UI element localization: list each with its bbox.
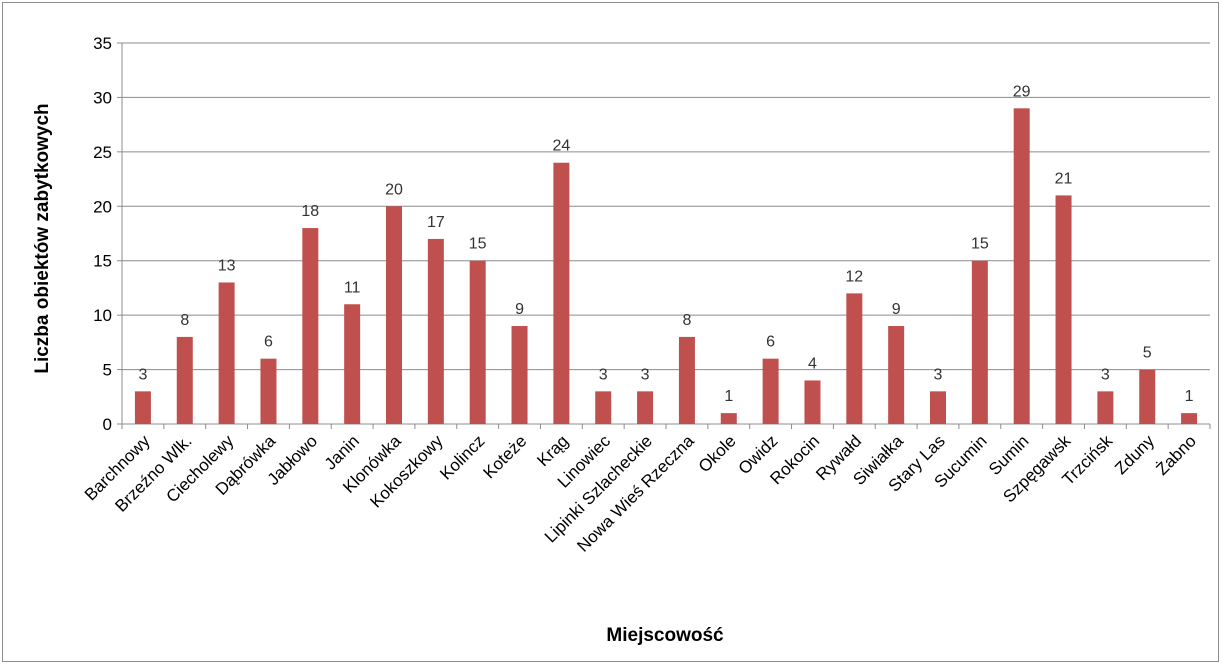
- data-label: 20: [385, 181, 403, 198]
- bar: [1181, 413, 1198, 424]
- data-label: 29: [1013, 83, 1031, 100]
- data-label: 24: [552, 138, 570, 155]
- bar: [260, 358, 277, 424]
- bar: [1139, 369, 1156, 424]
- y-tick-label: 0: [103, 415, 112, 434]
- x-axis-title: Miejscowość: [606, 625, 724, 646]
- bar: [595, 391, 612, 424]
- data-label: 8: [180, 312, 189, 329]
- y-tick-labels: 0 5 10 15 20 25 30 35: [93, 34, 112, 434]
- data-label: 18: [301, 203, 319, 220]
- data-label: 15: [469, 236, 487, 253]
- y-tick-label: 30: [93, 88, 112, 107]
- data-label: 17: [427, 214, 445, 231]
- data-label: 6: [264, 334, 273, 351]
- data-label: 21: [1055, 170, 1073, 187]
- axes: [117, 42, 1211, 429]
- bar: [553, 162, 570, 424]
- data-label: 3: [641, 366, 650, 383]
- x-tick-label: Kolincz: [436, 431, 488, 483]
- x-tick-label: Okole: [695, 431, 740, 476]
- y-tick-label: 25: [93, 143, 112, 162]
- bar: [971, 260, 988, 424]
- data-label: 15: [971, 236, 989, 253]
- data-label: 12: [845, 268, 863, 285]
- bar: [427, 238, 444, 424]
- data-label: 9: [892, 301, 901, 318]
- data-label: 11: [344, 279, 361, 296]
- y-tick-label: 35: [93, 34, 112, 53]
- bar: [469, 260, 486, 424]
- bar: [1097, 391, 1114, 424]
- data-label: 3: [138, 366, 147, 383]
- y-tick-label: 20: [93, 197, 112, 216]
- bar: [846, 293, 863, 424]
- data-label: 6: [766, 334, 775, 351]
- data-label: 1: [724, 388, 733, 405]
- data-label: 3: [599, 366, 608, 383]
- bar: [1013, 108, 1030, 425]
- bar: [888, 326, 905, 424]
- bar: [720, 413, 737, 424]
- y-axis-title: Liczba obiektów zabytkowych: [32, 103, 53, 373]
- data-label: 5: [1143, 345, 1152, 362]
- x-tick-label: Zduny: [1111, 431, 1158, 478]
- bar: [511, 326, 528, 424]
- y-tick-label: 10: [93, 306, 112, 325]
- bar: [804, 380, 821, 424]
- bar: [637, 391, 654, 424]
- bars: [134, 108, 1198, 425]
- data-label: 1: [1185, 388, 1194, 405]
- bar: [344, 304, 361, 424]
- bar: [1055, 195, 1072, 424]
- y-tick-label: 5: [103, 361, 112, 380]
- x-tick-label: Koteże: [479, 431, 530, 482]
- data-label: 3: [1101, 366, 1110, 383]
- x-tick-label: Żabno: [1152, 431, 1200, 479]
- bar: [302, 228, 319, 424]
- bar: [678, 336, 695, 424]
- y-tick-label: 15: [93, 252, 112, 271]
- data-label: 3: [934, 366, 943, 383]
- bar: [218, 282, 235, 424]
- bar: [134, 391, 151, 424]
- data-labels: 3 8 13 6 18 11 20 17 15 9 24 3 3 8 1 6 4 12 9 3 15 29 21 3 5 1: [138, 83, 1193, 405]
- bar: [762, 358, 779, 424]
- data-label: 9: [515, 301, 524, 318]
- data-label: 8: [682, 312, 691, 329]
- bar: [930, 391, 946, 424]
- data-label: 4: [808, 355, 817, 372]
- bar: [386, 206, 402, 424]
- gridlines: [122, 42, 1210, 371]
- bar: [176, 336, 193, 424]
- data-label: 13: [218, 257, 236, 274]
